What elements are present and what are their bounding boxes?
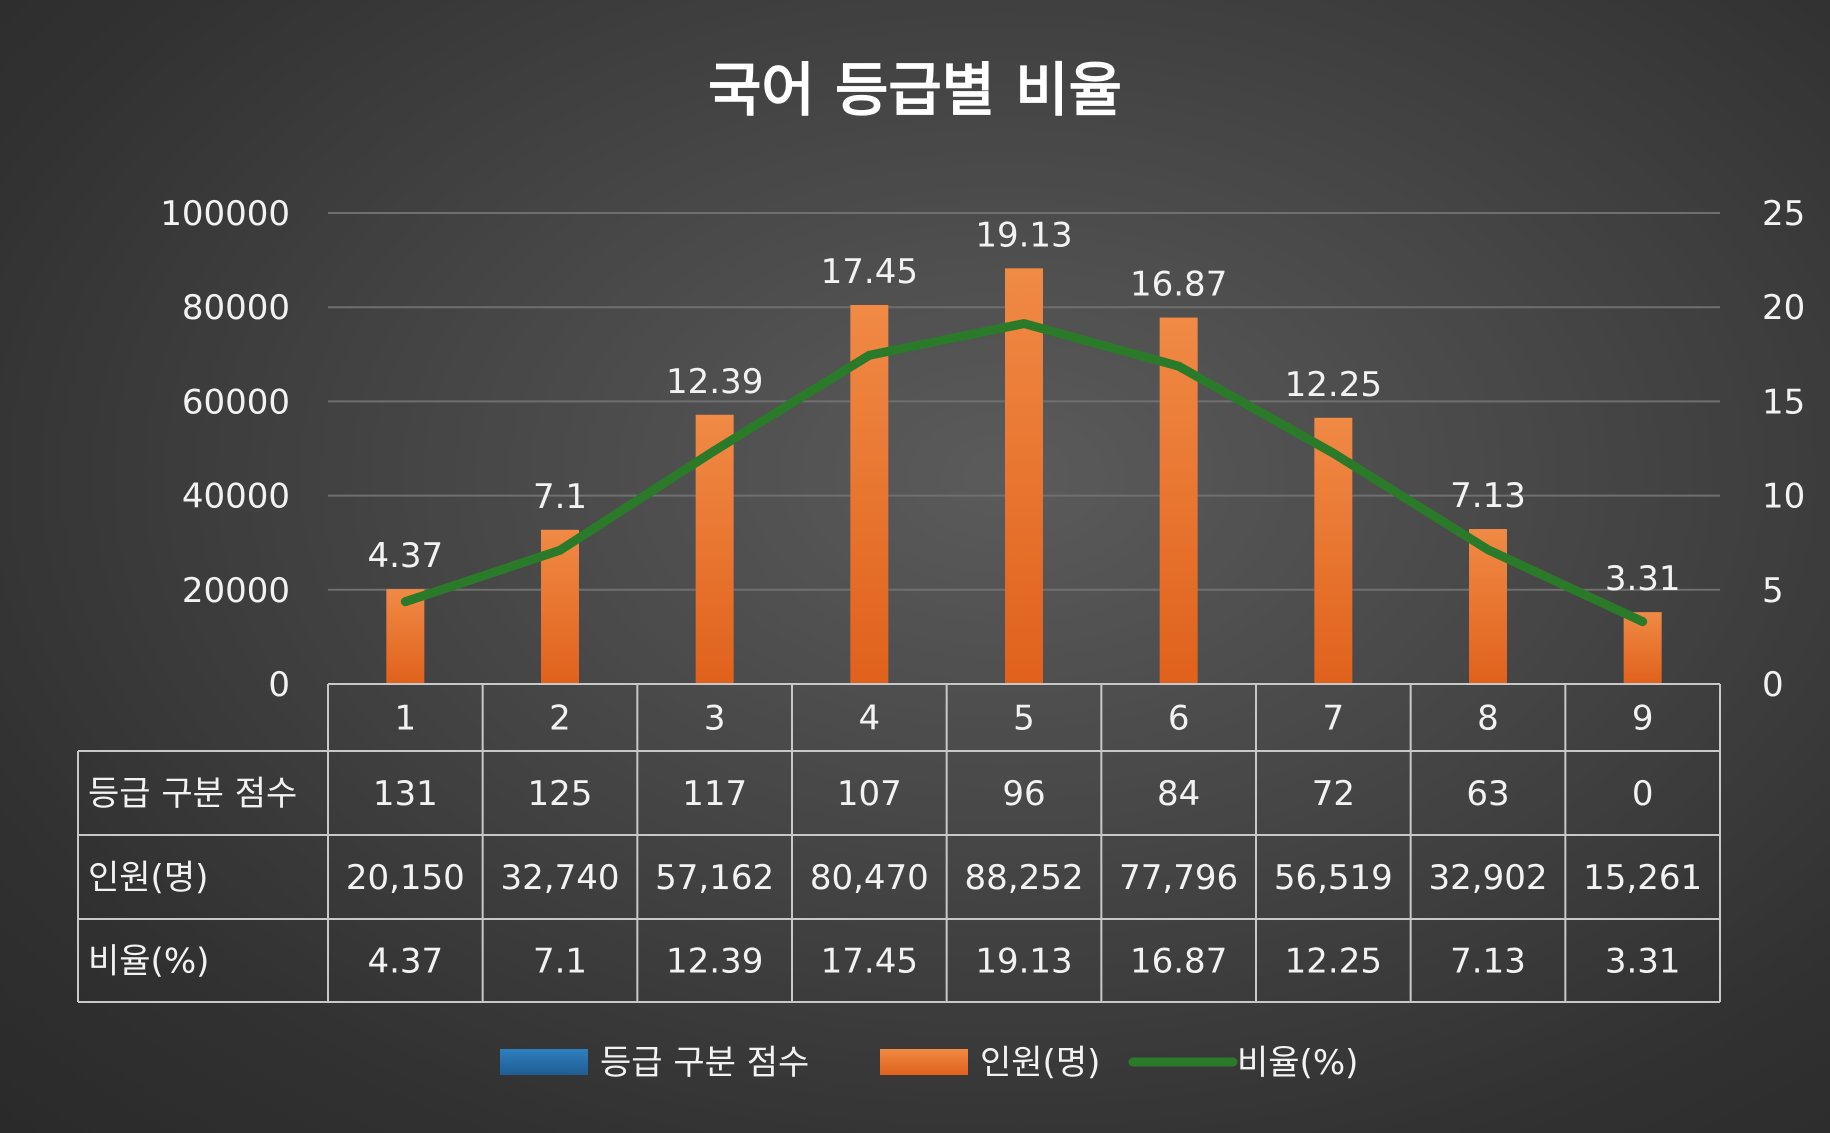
line-point[interactable] — [1020, 319, 1028, 328]
category-label: 9 — [1632, 699, 1654, 739]
y-left-tick-label: 0 — [268, 665, 290, 705]
y-right-tick-label: 5 — [1762, 571, 1784, 611]
y-left-tick-label: 40000 — [182, 477, 290, 517]
line-point[interactable] — [1329, 449, 1338, 458]
bar[interactable] — [1159, 317, 1198, 684]
data-label: 12.25 — [1285, 365, 1382, 405]
data-label: 12.39 — [666, 362, 763, 402]
table-cell: 32,740 — [501, 858, 620, 898]
category-label: 3 — [704, 699, 726, 739]
table-cell: 107 — [837, 774, 902, 814]
data-label: 3.31 — [1605, 559, 1681, 599]
y-right-tick-label: 20 — [1762, 288, 1805, 328]
table-cell: 88,252 — [965, 858, 1084, 898]
line-point[interactable] — [1174, 362, 1183, 371]
table-cell: 117 — [682, 774, 747, 814]
table-cell: 84 — [1157, 774, 1200, 814]
line-point[interactable] — [401, 597, 410, 606]
y-left-tick-label: 80000 — [182, 288, 290, 328]
table-cell: 131 — [373, 774, 438, 814]
table-cell: 12.25 — [1285, 942, 1382, 982]
bar[interactable] — [1005, 268, 1043, 684]
table-cell: 3.31 — [1605, 942, 1681, 982]
table-cell: 80,470 — [810, 858, 929, 898]
line-point[interactable] — [710, 446, 719, 455]
category-label: 4 — [859, 699, 881, 739]
table-cell: 7.1 — [533, 942, 587, 982]
category-label: 8 — [1477, 699, 1499, 739]
table-cell: 77,796 — [1119, 858, 1238, 898]
legend-label: 인원(명) — [980, 1043, 1100, 1083]
data-label: 7.1 — [533, 477, 587, 517]
category-label: 7 — [1323, 699, 1345, 739]
table-cell: 72 — [1312, 774, 1355, 814]
line-point[interactable] — [556, 546, 564, 555]
legend-label: 비율(%) — [1237, 1043, 1358, 1083]
data-label: 7.13 — [1450, 476, 1526, 516]
legend-swatch[interactable] — [500, 1049, 588, 1075]
y-right-tick-label: 15 — [1762, 382, 1805, 422]
table-cell: 19.13 — [975, 942, 1072, 982]
legend-swatch[interactable] — [880, 1049, 968, 1075]
category-label: 1 — [395, 699, 417, 739]
table-cell: 63 — [1466, 774, 1509, 814]
category-label: 5 — [1013, 699, 1035, 739]
table-cell: 96 — [1002, 774, 1045, 814]
y-right-tick-label: 0 — [1762, 665, 1784, 705]
legend-label: 등급 구분 점수 — [600, 1043, 809, 1083]
line-point[interactable] — [1638, 617, 1647, 626]
table-cell: 32,902 — [1429, 858, 1548, 898]
y-left-tick-label: 60000 — [182, 382, 290, 422]
data-label: 19.13 — [975, 215, 1072, 255]
table-cell: 4.37 — [367, 942, 443, 982]
table-cell: 12.39 — [666, 942, 763, 982]
category-label: 2 — [549, 699, 571, 739]
line-point[interactable] — [1484, 545, 1492, 554]
y-right-tick-label: 25 — [1762, 194, 1805, 234]
table-cell: 17.45 — [821, 942, 918, 982]
table-cell: 56,519 — [1274, 858, 1393, 898]
data-label: 4.37 — [367, 536, 443, 576]
data-label: 16.87 — [1130, 265, 1227, 305]
table-cell: 16.87 — [1130, 942, 1227, 982]
table-cell: 7.13 — [1450, 942, 1526, 982]
table-row-header: 인원(명) — [88, 858, 208, 898]
table-row-header: 등급 구분 점수 — [88, 774, 297, 814]
chart-title: 국어 등급별 비율 — [708, 56, 1122, 124]
table-row-header: 비율(%) — [88, 942, 209, 982]
table-cell: 57,162 — [655, 858, 774, 898]
category-label: 6 — [1168, 699, 1190, 739]
data-label: 17.45 — [821, 252, 918, 292]
table-cell: 20,150 — [346, 858, 465, 898]
y-right-tick-label: 10 — [1762, 477, 1805, 517]
line-point[interactable] — [865, 351, 874, 360]
table-cell: 125 — [528, 774, 593, 814]
table-cell: 15,261 — [1583, 858, 1702, 898]
y-left-tick-label: 20000 — [182, 571, 290, 611]
table-cell: 0 — [1632, 774, 1654, 814]
y-left-tick-label: 100000 — [160, 194, 290, 234]
